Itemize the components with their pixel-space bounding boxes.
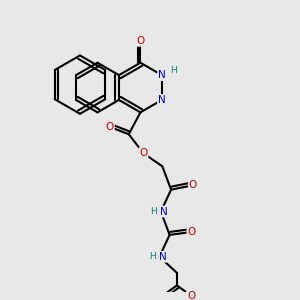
Text: O: O: [106, 122, 114, 132]
Text: H: H: [170, 65, 177, 74]
Text: N: N: [158, 70, 166, 80]
Text: N: N: [158, 95, 166, 105]
Text: O: O: [188, 227, 196, 237]
Text: O: O: [136, 36, 145, 46]
Text: N: N: [160, 206, 168, 217]
Text: O: O: [187, 291, 196, 300]
Text: O: O: [189, 180, 197, 190]
Text: H: H: [150, 207, 157, 216]
Text: N: N: [159, 252, 167, 262]
Text: H: H: [149, 252, 155, 261]
Text: O: O: [139, 148, 148, 158]
